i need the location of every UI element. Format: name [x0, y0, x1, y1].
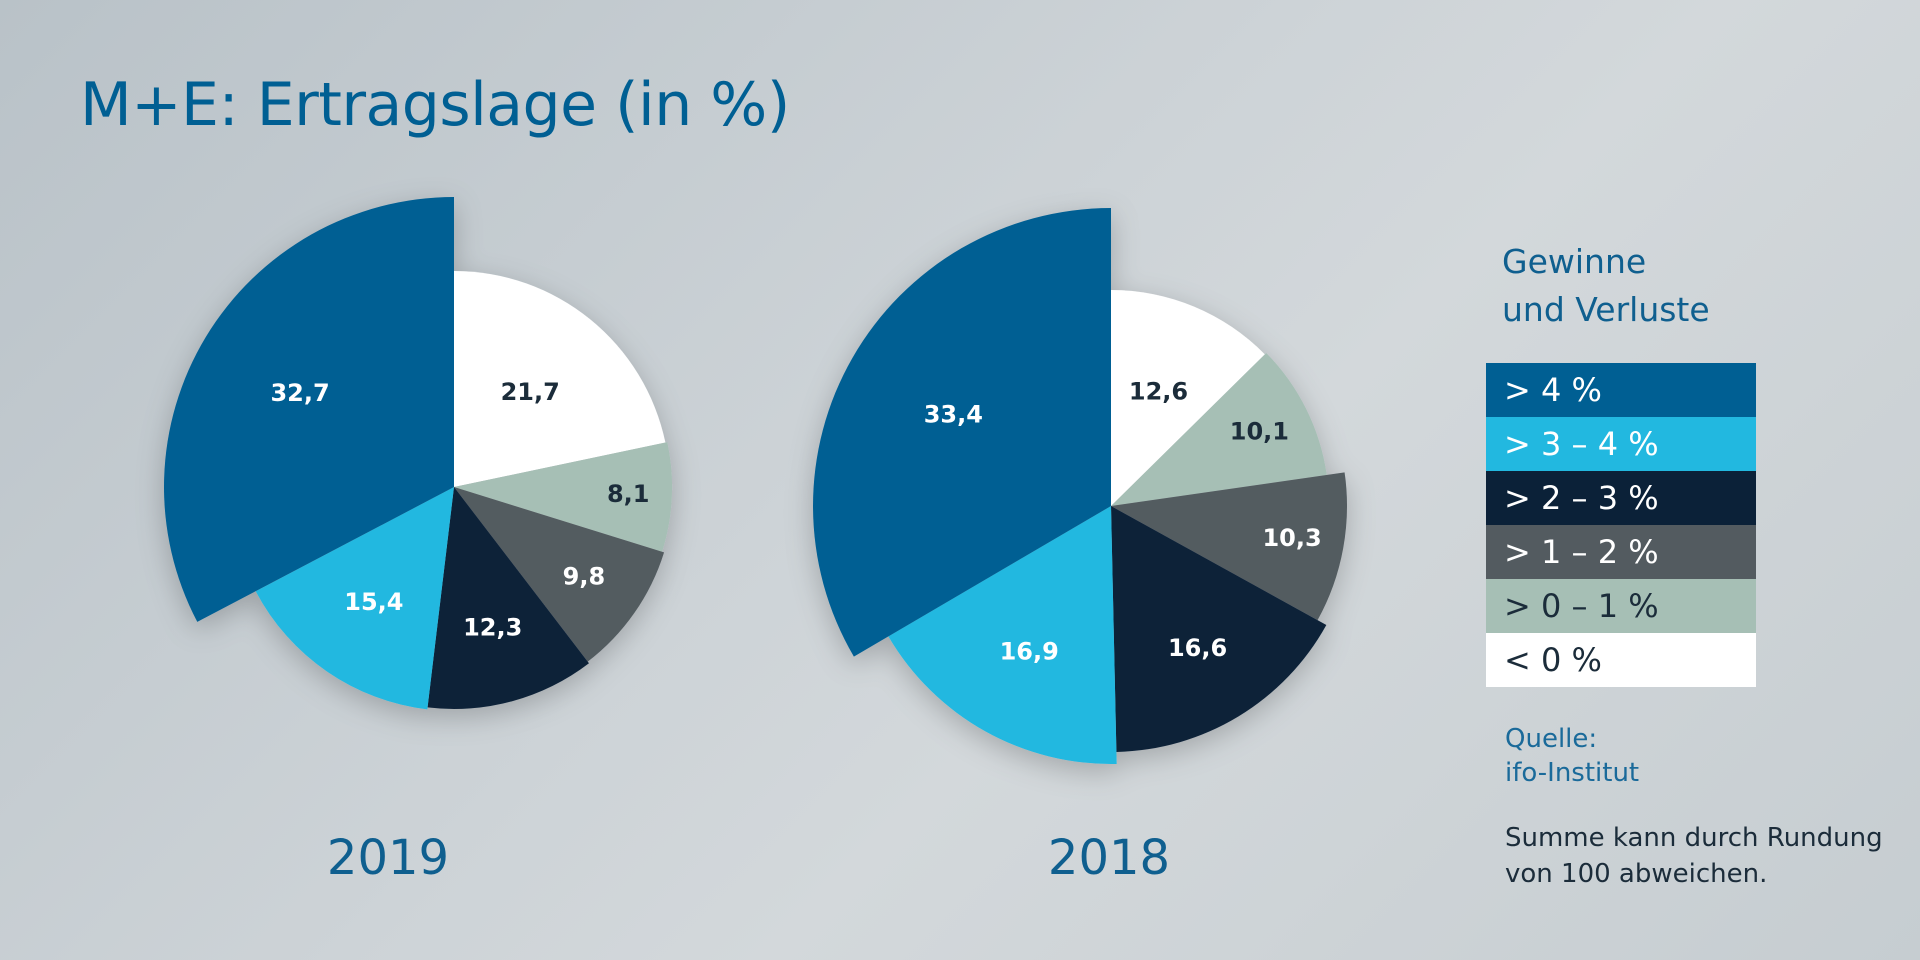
source-label: Quelle:: [1505, 722, 1639, 756]
legend-item-0to1: > 0 – 1 %: [1486, 579, 1756, 633]
legend: > 4 % > 3 – 4 % > 2 – 3 % > 1 – 2 % > 0 …: [1486, 363, 1756, 687]
rounding-note-line1: Summe kann durch Rundung: [1505, 820, 1883, 856]
pie-label-2019-gt-3-4: 15,4: [344, 588, 403, 616]
year-label-2019: 2019: [288, 830, 488, 886]
legend-item-lt0: < 0 %: [1486, 633, 1756, 687]
pie-chart-2018: [813, 208, 1347, 764]
source-name: ifo-Institut: [1505, 756, 1639, 790]
rounding-note-line2: von 100 abweichen.: [1505, 856, 1883, 892]
pie-label-2018-gt-2-3: 16,6: [1168, 634, 1227, 662]
pie-label-2018-gt-0-1: 10,1: [1230, 417, 1289, 445]
pie-label-2019-gt-2-3: 12,3: [463, 613, 522, 641]
legend-title-line1: Gewinne: [1502, 238, 1710, 286]
legend-title: Gewinne und Verluste: [1502, 238, 1710, 334]
pie-label-2019-lt-0: 21,7: [501, 378, 560, 406]
pie-label-2019-gt-0-1: 8,1: [607, 480, 650, 508]
year-label-2018: 2018: [1009, 830, 1209, 886]
legend-item-gt4: > 4 %: [1486, 363, 1756, 417]
rounding-note: Summe kann durch Rundung von 100 abweich…: [1505, 820, 1883, 892]
pie-label-2018-lt-0: 12,6: [1129, 377, 1188, 405]
legend-item-3to4: > 3 – 4 %: [1486, 417, 1756, 471]
pie-label-2019-gt-4: 32,7: [270, 379, 329, 407]
pie-label-2018-gt-1-2: 10,3: [1262, 524, 1321, 552]
pie-chart-2019: [164, 197, 672, 709]
pie-label-2018-gt-3-4: 16,9: [1000, 637, 1059, 665]
pie-label-2018-gt-4: 33,4: [924, 401, 983, 429]
legend-item-1to2: > 1 – 2 %: [1486, 525, 1756, 579]
legend-item-2to3: > 2 – 3 %: [1486, 471, 1756, 525]
legend-title-line2: und Verluste: [1502, 286, 1710, 334]
source-note: Quelle: ifo-Institut: [1505, 722, 1639, 790]
pie-label-2019-gt-1-2: 9,8: [563, 563, 606, 591]
